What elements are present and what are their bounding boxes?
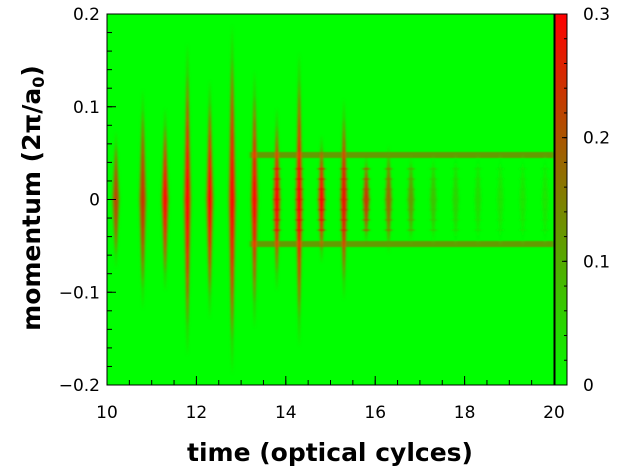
x-axis-title: time (optical cylces) <box>187 438 473 467</box>
axes: 10 12 14 16 18 20 −0.2 −0.1 0 0.1 0.2 <box>59 5 565 423</box>
cycle-peak-6 <box>250 69 259 330</box>
heatmap-marks <box>111 23 554 376</box>
colorbar-tick-label: 0.2 <box>583 129 610 149</box>
cycle-peak-2 <box>161 106 170 293</box>
cycle-peak-8 <box>295 51 304 348</box>
y-tick-label: −0.1 <box>59 283 100 303</box>
cycle-peak-16 <box>473 153 483 246</box>
cycle-peak-1 <box>138 88 147 311</box>
cycle-peak-core <box>140 110 146 289</box>
cycle-peak-12 <box>384 143 393 256</box>
x-tick-label: 12 <box>186 403 208 423</box>
cycle-peak-11 <box>362 153 371 246</box>
cycle-peak-4 <box>205 78 214 321</box>
cycle-peak-core <box>184 73 191 326</box>
cycle-peak-5 <box>228 23 237 376</box>
x-tick-label: 14 <box>275 403 297 423</box>
cycle-peak-9 <box>317 134 326 265</box>
colorbar-tick-label: 0 <box>583 376 594 396</box>
cycle-peak-15 <box>451 153 460 246</box>
cycle-peak-core <box>207 103 213 296</box>
cycle-peak-core <box>162 125 168 274</box>
colorbar: 0 0.1 0.2 0.3 <box>554 5 610 396</box>
cycle-peak-19 <box>541 153 550 246</box>
cycle-peak-7 <box>272 106 281 293</box>
cycle-peak-17 <box>496 153 505 246</box>
colorbar-tick-label: 0.3 <box>583 5 610 25</box>
cycle-peak-18 <box>518 153 527 246</box>
y-tick-label: 0.2 <box>73 5 100 25</box>
heatmap-background <box>107 14 554 385</box>
y-tick-label: −0.2 <box>59 376 100 396</box>
cycle-peak-3 <box>183 41 192 358</box>
heatmap <box>107 14 554 385</box>
y-axis-title: momentum (2π/a0) <box>17 65 48 331</box>
cycle-peak-14 <box>429 153 438 246</box>
x-tick-label: 16 <box>364 403 386 423</box>
cycle-peak-13 <box>406 153 415 246</box>
colorbar-tick-label: 0.1 <box>583 252 610 272</box>
persistent-band-1 <box>250 241 554 248</box>
colorbar-strip <box>554 13 568 386</box>
y-axis-title-main: momentum (2π/a <box>17 88 46 331</box>
y-tick-label: 0.1 <box>73 98 100 118</box>
y-axis-title-subscript: 0 <box>29 77 48 88</box>
x-tick-label: 20 <box>543 403 565 423</box>
persistent-band-0 <box>250 151 554 158</box>
y-axis-title-close: ) <box>17 65 46 76</box>
cycle-peak-10 <box>339 97 348 302</box>
cycle-peak-core <box>229 58 235 341</box>
y-tick-label: 0 <box>89 191 100 211</box>
x-tick-label: 18 <box>454 403 476 423</box>
cycle-peak-core <box>251 95 258 304</box>
x-tick-label: 10 <box>96 403 118 423</box>
